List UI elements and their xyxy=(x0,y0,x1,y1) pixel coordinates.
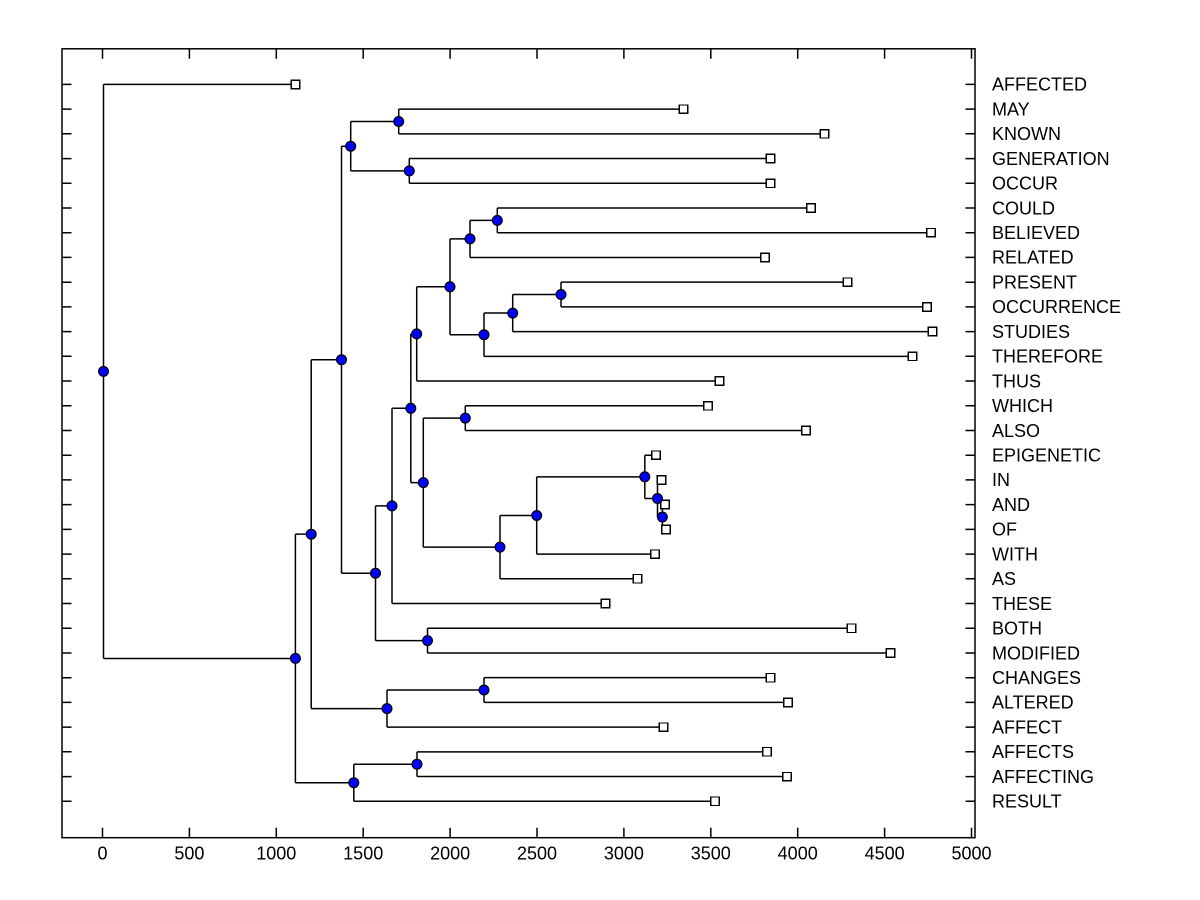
svg-text:RELATED: RELATED xyxy=(992,248,1074,268)
svg-text:OCCURRENCE: OCCURRENCE xyxy=(992,297,1121,317)
svg-text:AFFECT: AFFECT xyxy=(992,717,1062,737)
svg-text:WITH: WITH xyxy=(992,544,1038,564)
svg-text:STUDIES: STUDIES xyxy=(992,322,1070,342)
svg-text:AFFECTS: AFFECTS xyxy=(992,742,1074,762)
svg-text:ALTERED: ALTERED xyxy=(992,693,1074,713)
svg-text:4500: 4500 xyxy=(865,844,905,864)
svg-text:1500: 1500 xyxy=(343,844,383,864)
svg-text:THUS: THUS xyxy=(992,371,1041,391)
svg-text:MODIFIED: MODIFIED xyxy=(992,643,1080,663)
svg-text:BELIEVED: BELIEVED xyxy=(992,223,1080,243)
svg-text:OF: OF xyxy=(992,520,1017,540)
svg-text:AFFECTED: AFFECTED xyxy=(992,75,1087,95)
svg-text:AFFECTING: AFFECTING xyxy=(992,767,1094,787)
svg-text:COULD: COULD xyxy=(992,198,1055,218)
svg-text:WHICH: WHICH xyxy=(992,396,1053,416)
svg-text:KNOWN: KNOWN xyxy=(992,124,1061,144)
svg-text:AND: AND xyxy=(992,495,1030,515)
svg-text:RESULT: RESULT xyxy=(992,792,1062,812)
svg-text:1000: 1000 xyxy=(256,844,296,864)
svg-text:PRESENT: PRESENT xyxy=(992,273,1077,293)
svg-text:2000: 2000 xyxy=(430,844,470,864)
svg-text:BOTH: BOTH xyxy=(992,619,1042,639)
svg-text:EPIGENETIC: EPIGENETIC xyxy=(992,446,1101,466)
svg-text:IN: IN xyxy=(992,470,1010,490)
svg-text:OCCUR: OCCUR xyxy=(992,174,1058,194)
svg-text:3500: 3500 xyxy=(691,844,731,864)
svg-text:THESE: THESE xyxy=(992,594,1052,614)
svg-text:MAY: MAY xyxy=(992,99,1030,119)
svg-text:AS: AS xyxy=(992,569,1016,589)
svg-text:5000: 5000 xyxy=(951,844,991,864)
svg-text:GENERATION: GENERATION xyxy=(992,149,1110,169)
svg-text:500: 500 xyxy=(174,844,204,864)
svg-text:0: 0 xyxy=(97,844,107,864)
svg-text:THEREFORE: THEREFORE xyxy=(992,347,1103,367)
svg-text:4000: 4000 xyxy=(778,844,818,864)
svg-text:ALSO: ALSO xyxy=(992,421,1040,441)
svg-text:3000: 3000 xyxy=(604,844,644,864)
svg-text:2500: 2500 xyxy=(517,844,557,864)
svg-text:CHANGES: CHANGES xyxy=(992,668,1081,688)
